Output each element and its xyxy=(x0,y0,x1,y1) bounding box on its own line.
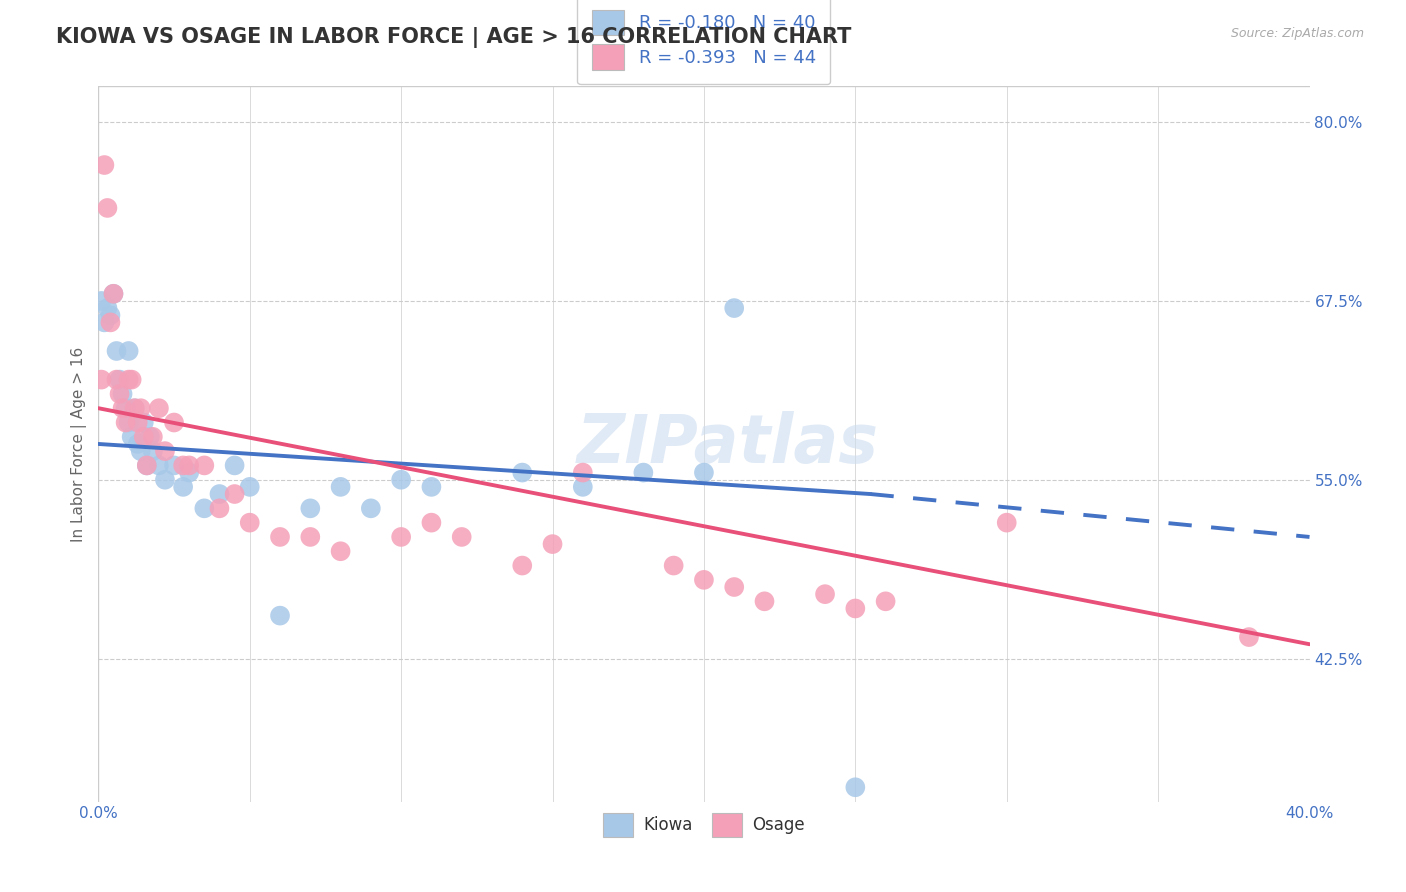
Point xyxy=(132,430,155,444)
Point xyxy=(329,544,352,558)
Point xyxy=(299,501,322,516)
Point xyxy=(172,480,194,494)
Point xyxy=(129,401,152,416)
Point xyxy=(111,387,134,401)
Point xyxy=(269,530,291,544)
Point xyxy=(93,158,115,172)
Point xyxy=(90,373,112,387)
Point xyxy=(239,516,262,530)
Point xyxy=(633,466,655,480)
Point xyxy=(193,501,215,516)
Point xyxy=(105,343,128,358)
Point xyxy=(208,487,231,501)
Point xyxy=(208,501,231,516)
Point xyxy=(96,201,118,215)
Point xyxy=(135,458,157,473)
Text: ZIPatlas: ZIPatlas xyxy=(576,411,879,477)
Point xyxy=(163,416,186,430)
Point xyxy=(108,387,131,401)
Point xyxy=(224,487,246,501)
Point xyxy=(572,480,595,494)
Point xyxy=(844,780,866,795)
Point xyxy=(114,416,136,430)
Text: Source: ZipAtlas.com: Source: ZipAtlas.com xyxy=(1230,27,1364,40)
Point xyxy=(239,480,262,494)
Point xyxy=(269,608,291,623)
Point xyxy=(100,308,122,322)
Point xyxy=(389,473,412,487)
Point xyxy=(389,530,412,544)
Point xyxy=(117,343,139,358)
Point xyxy=(139,430,162,444)
Point xyxy=(844,601,866,615)
Point xyxy=(100,315,122,329)
Point xyxy=(153,473,176,487)
Point xyxy=(127,437,149,451)
Point xyxy=(172,458,194,473)
Point xyxy=(124,401,146,416)
Y-axis label: In Labor Force | Age > 16: In Labor Force | Age > 16 xyxy=(72,346,87,541)
Point xyxy=(90,293,112,308)
Point xyxy=(103,286,125,301)
Point xyxy=(420,516,443,530)
Text: KIOWA VS OSAGE IN LABOR FORCE | AGE > 16 CORRELATION CHART: KIOWA VS OSAGE IN LABOR FORCE | AGE > 16… xyxy=(56,27,852,48)
Point xyxy=(693,573,716,587)
Point xyxy=(96,301,118,315)
Point xyxy=(329,480,352,494)
Point xyxy=(723,301,745,315)
Point xyxy=(117,416,139,430)
Point xyxy=(108,373,131,387)
Point xyxy=(572,466,595,480)
Point xyxy=(121,373,143,387)
Point xyxy=(132,416,155,430)
Point xyxy=(124,401,146,416)
Point xyxy=(299,530,322,544)
Legend: Kiowa, Osage: Kiowa, Osage xyxy=(596,806,811,843)
Point xyxy=(142,430,165,444)
Point xyxy=(224,458,246,473)
Point xyxy=(179,458,201,473)
Point xyxy=(420,480,443,494)
Point xyxy=(105,373,128,387)
Point xyxy=(510,466,533,480)
Point xyxy=(1237,630,1260,644)
Point xyxy=(127,416,149,430)
Point xyxy=(153,444,176,458)
Point xyxy=(148,458,170,473)
Point xyxy=(142,444,165,458)
Point xyxy=(93,315,115,329)
Point xyxy=(135,458,157,473)
Point xyxy=(510,558,533,573)
Point xyxy=(541,537,564,551)
Point xyxy=(129,444,152,458)
Point xyxy=(193,458,215,473)
Point xyxy=(995,516,1018,530)
Point xyxy=(662,558,685,573)
Point xyxy=(179,466,201,480)
Point xyxy=(723,580,745,594)
Point xyxy=(148,401,170,416)
Point xyxy=(875,594,897,608)
Point xyxy=(111,401,134,416)
Point xyxy=(360,501,382,516)
Point xyxy=(163,458,186,473)
Point xyxy=(121,430,143,444)
Point xyxy=(117,373,139,387)
Point xyxy=(103,286,125,301)
Point xyxy=(450,530,472,544)
Point xyxy=(754,594,776,608)
Point xyxy=(814,587,837,601)
Point xyxy=(693,466,716,480)
Point xyxy=(114,401,136,416)
